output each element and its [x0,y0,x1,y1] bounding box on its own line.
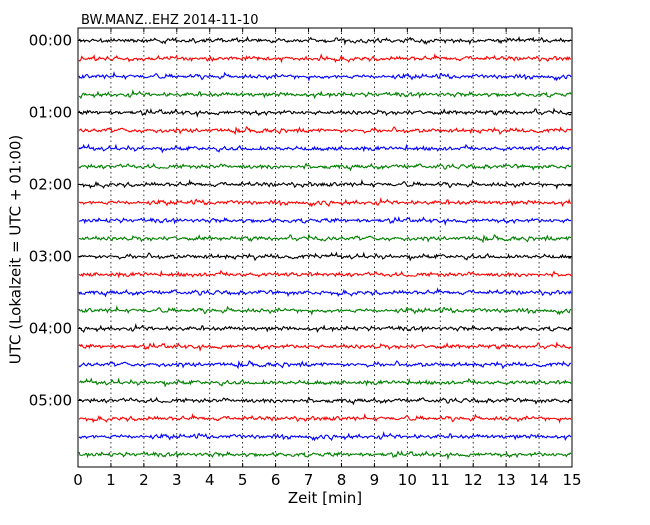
trace-row [78,215,572,226]
x-tick-label: 1 [106,471,116,489]
x-tick-label: 4 [205,471,215,489]
trace-row [78,341,572,352]
trace-row [78,126,572,136]
y-axis-label: UTC (Lokalzeit = UTC + 01:00) [7,135,25,365]
y-tick-label: 02:00 [29,176,72,194]
plot-frame [77,27,573,468]
x-tick-label: 14 [530,471,549,489]
trace-row [78,413,572,424]
y-tick-label: 03:00 [29,248,72,266]
trace-row [78,88,572,100]
trace-row [78,143,572,154]
x-axis-ticks: 0 1 2 3 4 5 6 7 8 9 10 11 12 13 14 15 [73,28,582,489]
x-tick-label: 15 [562,471,581,489]
trace-row [78,360,572,370]
trace-row [78,430,572,442]
trace-row [78,162,572,172]
trace-row [78,107,572,118]
x-tick-label: 7 [304,471,314,489]
x-tick-label: 0 [73,471,83,489]
x-tick-label: 3 [172,471,182,489]
x-tick-label: 10 [398,471,417,489]
x-tick-label: 2 [139,471,149,489]
y-tick-label: 05:00 [29,392,72,410]
x-tick-label: 9 [370,471,380,489]
trace-row [78,377,572,388]
trace-row [78,287,572,298]
trace-row [78,178,572,190]
trace-row [78,322,572,334]
grid-lines [110,28,540,467]
x-tick-label: 13 [497,471,516,489]
seismic-traces [78,35,572,461]
trace-row [78,196,572,208]
trace-row [78,450,572,461]
x-tick-label: 12 [464,471,483,489]
y-tick-label: 01:00 [29,104,72,122]
x-tick-label: 8 [337,471,347,489]
y-tick-label: 04:00 [29,320,72,338]
x-axis-label: Zeit [min] [288,489,362,507]
x-tick-label: 5 [238,471,248,489]
trace-row [78,251,572,262]
trace-row [78,396,572,406]
trace-row [78,71,572,82]
trace-row [78,233,572,244]
y-axis-ticks: 00:00 01:00 02:00 03:00 04:00 05:00 [29,32,572,410]
y-tick-label: 00:00 [29,32,72,50]
trace-row [78,305,572,316]
trace-row [78,53,572,64]
chart-title: BW.MANZ..EHZ 2014-11-10 [81,13,259,28]
x-tick-label: 6 [271,471,281,489]
trace-row [78,269,572,279]
trace-row [78,35,572,46]
x-tick-label: 11 [431,471,450,489]
